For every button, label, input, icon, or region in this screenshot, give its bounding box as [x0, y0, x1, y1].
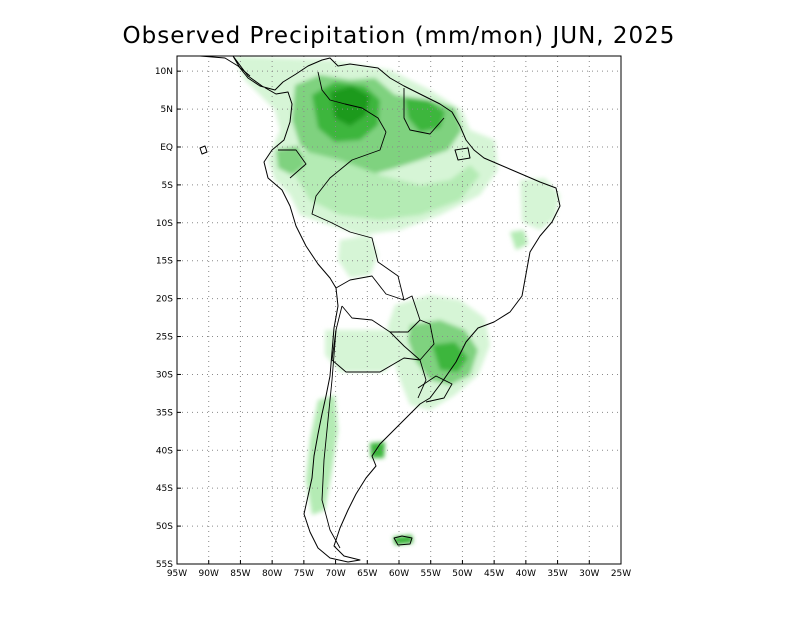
lon-tick-label: 35W: [547, 569, 567, 579]
lat-tick-label: 25S: [156, 333, 173, 343]
lon-tick-label: 70W: [325, 569, 345, 579]
lon-tick-label: 90W: [199, 569, 219, 579]
lon-tick-label: 60W: [389, 569, 409, 579]
south-america-coastline: [232, 56, 561, 563]
lat-tick-label: 5S: [162, 181, 174, 191]
lat-tick-label: 45S: [156, 484, 173, 494]
precip-core-deep: [330, 86, 370, 126]
lon-tick-label: 55W: [421, 569, 441, 579]
lon-tick-label: 80W: [262, 569, 282, 579]
border-guyana-suriname: [403, 88, 445, 135]
precip-brazil-interior: [338, 235, 378, 278]
border-brazil-west: [311, 131, 405, 301]
falkland-islands: [393, 535, 413, 546]
precip-chile-band: [306, 395, 338, 515]
lon-tick-label: 75W: [294, 569, 314, 579]
lat-tick-label: 10N: [155, 67, 173, 77]
precip-parana-strong: [432, 342, 468, 372]
map-title: Observed Precipitation (mm/mon) JUN, 202…: [123, 23, 676, 49]
border-chile-argentina: [321, 329, 341, 549]
precip-ecuador-mid: [276, 146, 305, 175]
map-plot-area: [177, 56, 621, 564]
lat-tick-label: 5N: [161, 105, 173, 115]
lat-tick-label: 10S: [156, 219, 173, 229]
lat-tick-label: 15S: [156, 257, 173, 267]
lat-tick-label: EQ: [160, 143, 173, 153]
lat-tick-label: 50S: [156, 522, 173, 532]
precipitation-shading: [233, 56, 560, 545]
lat-tick-label: 20S: [156, 295, 173, 305]
lat-tick-label: 35S: [156, 408, 173, 418]
precip-bahia: [510, 230, 528, 250]
lon-tick-label: 95W: [167, 569, 187, 579]
border-ecuador-peru: [278, 149, 307, 179]
precip-coast-east: [520, 178, 560, 230]
lon-tick-label: 85W: [230, 569, 250, 579]
precip-guiana-strong: [405, 98, 445, 132]
lon-tick-label: 45W: [484, 569, 504, 579]
latitude-tick-labels: 10N 5N EQ 5S 10S 15S 20S 25S 30S 35S 40S 45S 50S 55S: [155, 67, 181, 570]
border-argentina-north: [331, 305, 427, 399]
longitude-tick-labels: 95W 90W 85W 80W 75W 70W 65W 60W 55W 50W 45W 40W 35W 3…: [167, 560, 631, 579]
precip-chaco-light: [325, 330, 400, 372]
border-bolivia: [335, 275, 421, 333]
lat-tick-label: 55S: [156, 560, 173, 570]
border-uruguay: [417, 375, 453, 403]
lon-tick-label: 50W: [452, 569, 472, 579]
border-colombia-venezuela: [317, 71, 387, 133]
central-america-coastline: [178, 56, 251, 77]
lon-tick-label: 25W: [611, 569, 631, 579]
coastlines: [178, 56, 561, 563]
country-borders: [278, 71, 453, 549]
graticule: [177, 56, 621, 564]
lat-tick-label: 40S: [156, 446, 173, 456]
marajo-island: [454, 147, 471, 161]
border-paraguay: [389, 319, 435, 361]
lon-tick-label: 30W: [579, 569, 599, 579]
lon-tick-label: 40W: [516, 569, 536, 579]
galapagos-islands: [199, 145, 208, 155]
lat-tick-label: 30S: [156, 370, 173, 380]
lon-tick-label: 65W: [357, 569, 377, 579]
